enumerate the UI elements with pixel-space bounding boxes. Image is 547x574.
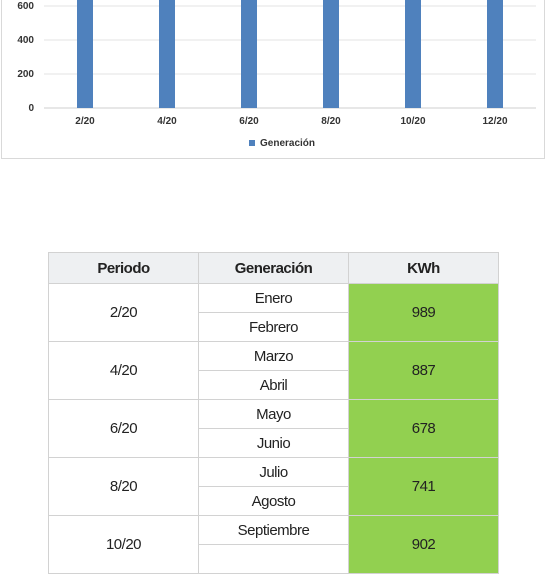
- month-cell: Enero: [198, 283, 349, 313]
- bar: [241, 0, 257, 109]
- month-cell: Marzo: [198, 341, 349, 371]
- month-cell: Julio: [198, 457, 349, 487]
- y-tick-label: 400: [17, 35, 34, 46]
- generation-table-container: Periodo Generación KWh 2/20 Enero 989 Fe…: [48, 252, 499, 574]
- kwh-cell: 741: [348, 457, 499, 516]
- y-tick-label: 0: [28, 103, 34, 114]
- x-tick-label: 8/20: [321, 116, 341, 127]
- x-tick-label: 4/20: [157, 116, 177, 127]
- table-row: 2/20 Enero 989: [48, 283, 499, 342]
- month-cell: Abril: [198, 370, 349, 400]
- bar: [405, 0, 421, 108]
- x-tick-label: 2/20: [75, 116, 95, 127]
- month-cell: Febrero: [198, 312, 349, 342]
- kwh-cell: 902: [348, 515, 499, 574]
- generation-table: Periodo Generación KWh 2/20 Enero 989 Fe…: [48, 252, 499, 574]
- month-cell: Mayo: [198, 399, 349, 429]
- x-tick-label: 10/20: [400, 116, 425, 127]
- table-row: 6/20 Mayo 678: [48, 399, 499, 458]
- legend-label: Generación: [260, 138, 315, 149]
- month-cell: Agosto: [198, 486, 349, 516]
- month-cell: [198, 544, 349, 574]
- bar: [323, 0, 339, 109]
- table-row: 10/20 Septiembre 902: [48, 515, 499, 574]
- bar: [77, 0, 93, 109]
- kwh-cell: 887: [348, 341, 499, 400]
- month-cell: Junio: [198, 428, 349, 458]
- periodo-cell: 4/20: [48, 341, 199, 400]
- kwh-cell: 678: [348, 399, 499, 458]
- y-tick-label: 600: [17, 1, 34, 12]
- periodo-cell: 10/20: [48, 515, 199, 574]
- table-row: Abril: [49, 370, 499, 400]
- table-row: 8/20 Julio 741: [48, 457, 499, 516]
- header-kwh: KWh: [348, 252, 499, 284]
- x-tick-label: 6/20: [239, 116, 259, 127]
- header-periodo: Periodo: [48, 252, 199, 284]
- table-body: 2/20 Enero 989 Febrero 4/20 Marzo 887 Ab…: [48, 283, 499, 574]
- legend-swatch: [249, 140, 255, 146]
- header-generacion: Generación: [198, 252, 349, 284]
- bar: [159, 0, 175, 108]
- generation-chart: 0 200 400 600 2/20 4/20 6/20 8/20 10/20 12/20 Gene…: [1, 0, 545, 159]
- bar: [487, 0, 503, 108]
- table-row: Febrero: [49, 312, 499, 342]
- table-header-row: Periodo Generación KWh: [48, 252, 499, 284]
- y-tick-label: 200: [17, 69, 34, 80]
- kwh-cell: 989: [348, 283, 499, 342]
- periodo-cell: 2/20: [48, 283, 199, 342]
- bar-chart-svg: 0 200 400 600 2/20 4/20 6/20 8/20 10/20 12/20 Gene…: [17, 0, 536, 149]
- periodo-cell: 6/20: [48, 399, 199, 458]
- periodo-cell: 8/20: [48, 457, 199, 516]
- x-tick-label: 12/20: [482, 116, 507, 127]
- table-row: 4/20 Marzo 887: [48, 341, 499, 400]
- month-cell: Septiembre: [198, 515, 349, 545]
- table-row: Junio: [49, 428, 499, 458]
